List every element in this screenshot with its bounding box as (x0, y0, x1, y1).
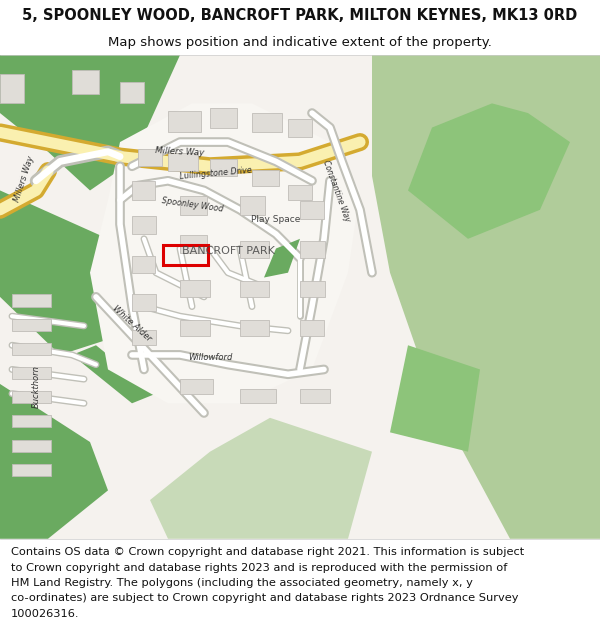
Text: Millers Way: Millers Way (155, 146, 205, 158)
Bar (240, 389, 276, 403)
Text: 5, SPOONLEY WOOD, BANCROFT PARK, MILTON KEYNES, MK13 0RD: 5, SPOONLEY WOOD, BANCROFT PARK, MILTON … (22, 8, 578, 23)
Text: Play Space: Play Space (251, 215, 301, 224)
Bar (240, 196, 265, 214)
Polygon shape (48, 224, 132, 297)
Polygon shape (0, 384, 108, 539)
Bar (288, 119, 312, 138)
Polygon shape (150, 418, 372, 539)
Bar (300, 320, 324, 336)
Bar (180, 319, 210, 336)
Bar (210, 108, 237, 127)
Bar (180, 235, 207, 253)
Polygon shape (90, 103, 360, 403)
Bar (132, 216, 156, 234)
Text: Lullingstone Drive: Lullingstone Drive (179, 166, 253, 181)
Text: Spoonley Wood: Spoonley Wood (161, 196, 223, 214)
Bar (12, 439, 51, 452)
Text: co-ordinates) are subject to Crown copyright and database rights 2023 Ordnance S: co-ordinates) are subject to Crown copyr… (11, 593, 518, 603)
Bar (0, 74, 24, 103)
Bar (180, 196, 207, 214)
Text: White Alder: White Alder (111, 304, 153, 343)
Text: 100026316.: 100026316. (11, 609, 79, 619)
Bar (300, 201, 324, 219)
Polygon shape (0, 191, 168, 355)
Bar (168, 111, 201, 132)
Bar (12, 464, 51, 476)
Bar (210, 159, 237, 176)
Text: Willowford: Willowford (188, 353, 232, 362)
Bar (138, 149, 162, 166)
Bar (132, 181, 155, 200)
Bar (72, 69, 99, 94)
Text: Map shows position and indicative extent of the property.: Map shows position and indicative extent… (108, 36, 492, 49)
Text: Millers Way: Millers Way (13, 154, 35, 202)
Bar (240, 241, 269, 258)
Bar (300, 281, 325, 297)
Text: Constantine Way: Constantine Way (320, 159, 352, 222)
Bar (132, 294, 156, 311)
Bar (168, 152, 198, 171)
Text: Buckthorn: Buckthorn (32, 365, 41, 408)
Bar (300, 241, 325, 258)
Polygon shape (372, 55, 600, 539)
Text: HM Land Registry. The polygons (including the associated geometry, namely x, y: HM Land Registry. The polygons (includin… (11, 578, 473, 588)
Bar (180, 280, 210, 297)
Text: Contains OS data © Crown copyright and database right 2021. This information is : Contains OS data © Crown copyright and d… (11, 548, 524, 558)
Bar (180, 379, 213, 394)
Text: to Crown copyright and database rights 2023 and is reproduced with the permissio: to Crown copyright and database rights 2… (11, 562, 507, 572)
Bar (300, 389, 330, 403)
Polygon shape (0, 55, 180, 191)
Bar (240, 320, 269, 336)
Bar (132, 330, 156, 345)
Polygon shape (72, 345, 156, 403)
Bar (252, 113, 282, 132)
Bar (12, 319, 51, 331)
Bar (163, 245, 208, 266)
Polygon shape (408, 103, 570, 239)
Bar (240, 281, 269, 297)
Text: BANCROFT PARK: BANCROFT PARK (182, 246, 274, 256)
Bar (120, 82, 144, 103)
Bar (12, 416, 51, 428)
Polygon shape (264, 239, 300, 278)
Bar (12, 367, 51, 379)
Bar (12, 343, 51, 355)
Bar (252, 170, 279, 186)
Bar (288, 184, 312, 200)
Bar (12, 391, 51, 403)
Polygon shape (390, 345, 480, 452)
Bar (12, 294, 51, 306)
Bar (132, 256, 155, 272)
